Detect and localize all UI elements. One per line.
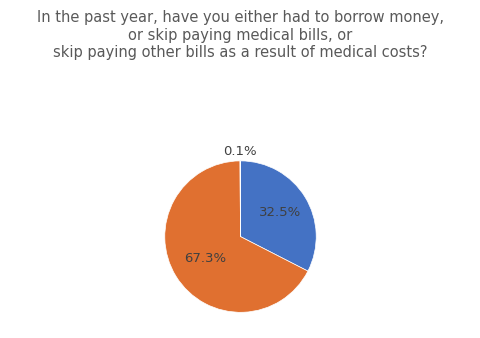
Text: 67.3%: 67.3% (183, 252, 226, 265)
Text: In the past year, have you either had to borrow money,
or skip paying medical bi: In the past year, have you either had to… (37, 10, 443, 60)
Wedge shape (165, 161, 307, 312)
Text: 32.5%: 32.5% (259, 206, 301, 219)
Wedge shape (240, 161, 315, 271)
Text: 0.1%: 0.1% (223, 145, 256, 158)
